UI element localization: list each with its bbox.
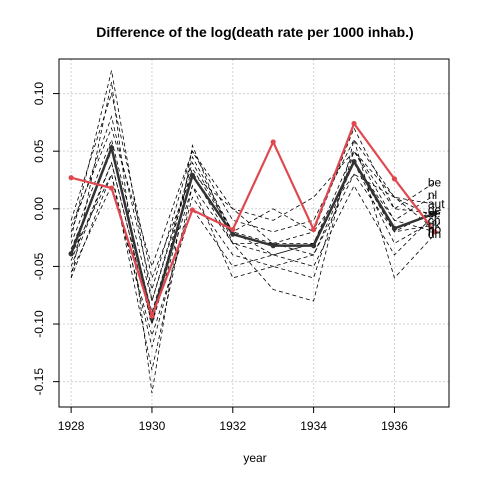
series-line xyxy=(70,115,435,292)
highlight-point xyxy=(189,207,195,213)
series-label: se xyxy=(428,206,441,220)
series-label: fi xyxy=(428,225,434,239)
series-label: aut xyxy=(428,197,445,211)
series-line xyxy=(70,161,436,326)
series-line xyxy=(70,126,436,268)
x-axis-label: year xyxy=(243,451,266,465)
mean-point xyxy=(432,210,438,217)
x-tick-label: 1936 xyxy=(381,419,408,433)
mean-point xyxy=(189,172,195,178)
highlight-point xyxy=(108,185,115,191)
series-label: dk xyxy=(428,218,442,232)
series-label: ch xyxy=(428,213,441,227)
highlight-point xyxy=(351,120,357,127)
highlight-point xyxy=(391,176,398,182)
mean-point xyxy=(270,243,276,249)
series-line xyxy=(70,184,436,337)
highlighted-series xyxy=(68,120,438,320)
series-label: de xyxy=(428,203,442,217)
highlight-point xyxy=(230,226,236,233)
series-label: no xyxy=(428,223,442,237)
highlight-line xyxy=(70,121,436,320)
highlight-point xyxy=(270,139,276,145)
series-line xyxy=(70,150,435,371)
series-line xyxy=(70,81,436,394)
x-axis: 1928 1930 1932 1934 1936 xyxy=(58,407,408,433)
mean-point xyxy=(108,145,115,151)
plot-frame xyxy=(58,58,450,408)
mean-line xyxy=(69,143,436,324)
x-tick-label: 1928 xyxy=(58,419,85,433)
y-tick-label: 0.00 xyxy=(32,197,46,221)
chart-title: Difference of the log(death rate per 100… xyxy=(96,24,413,40)
x-tick-label: 1934 xyxy=(300,419,327,433)
y-tick-label: 0.05 xyxy=(32,139,46,163)
series-line xyxy=(70,172,436,348)
x-tick-label: 1930 xyxy=(139,419,166,433)
y-tick-label: 0.10 xyxy=(32,82,46,106)
series-label: dn xyxy=(428,227,441,241)
highlight-point xyxy=(311,226,317,233)
mean-point xyxy=(351,158,357,165)
y-tick-label: -0.15 xyxy=(32,368,46,396)
highlight-point xyxy=(68,175,74,181)
series-line xyxy=(70,155,436,325)
y-tick-label: -0.10 xyxy=(32,310,46,338)
mean-point xyxy=(230,231,236,237)
mean-point xyxy=(68,251,74,257)
highlight-point xyxy=(432,229,438,235)
y-tick-label: -0.05 xyxy=(32,252,46,280)
y-axis: -0.15 -0.10 -0.05 0.00 0.05 0.10 xyxy=(32,82,59,396)
mean-point xyxy=(311,243,317,249)
highlight-point xyxy=(149,313,155,319)
grid xyxy=(59,59,449,407)
mean-point xyxy=(391,225,398,231)
series-label: be xyxy=(428,175,442,189)
x-tick-label: 1932 xyxy=(219,419,246,433)
series-label: nl xyxy=(428,188,437,202)
mean-series xyxy=(68,143,438,324)
